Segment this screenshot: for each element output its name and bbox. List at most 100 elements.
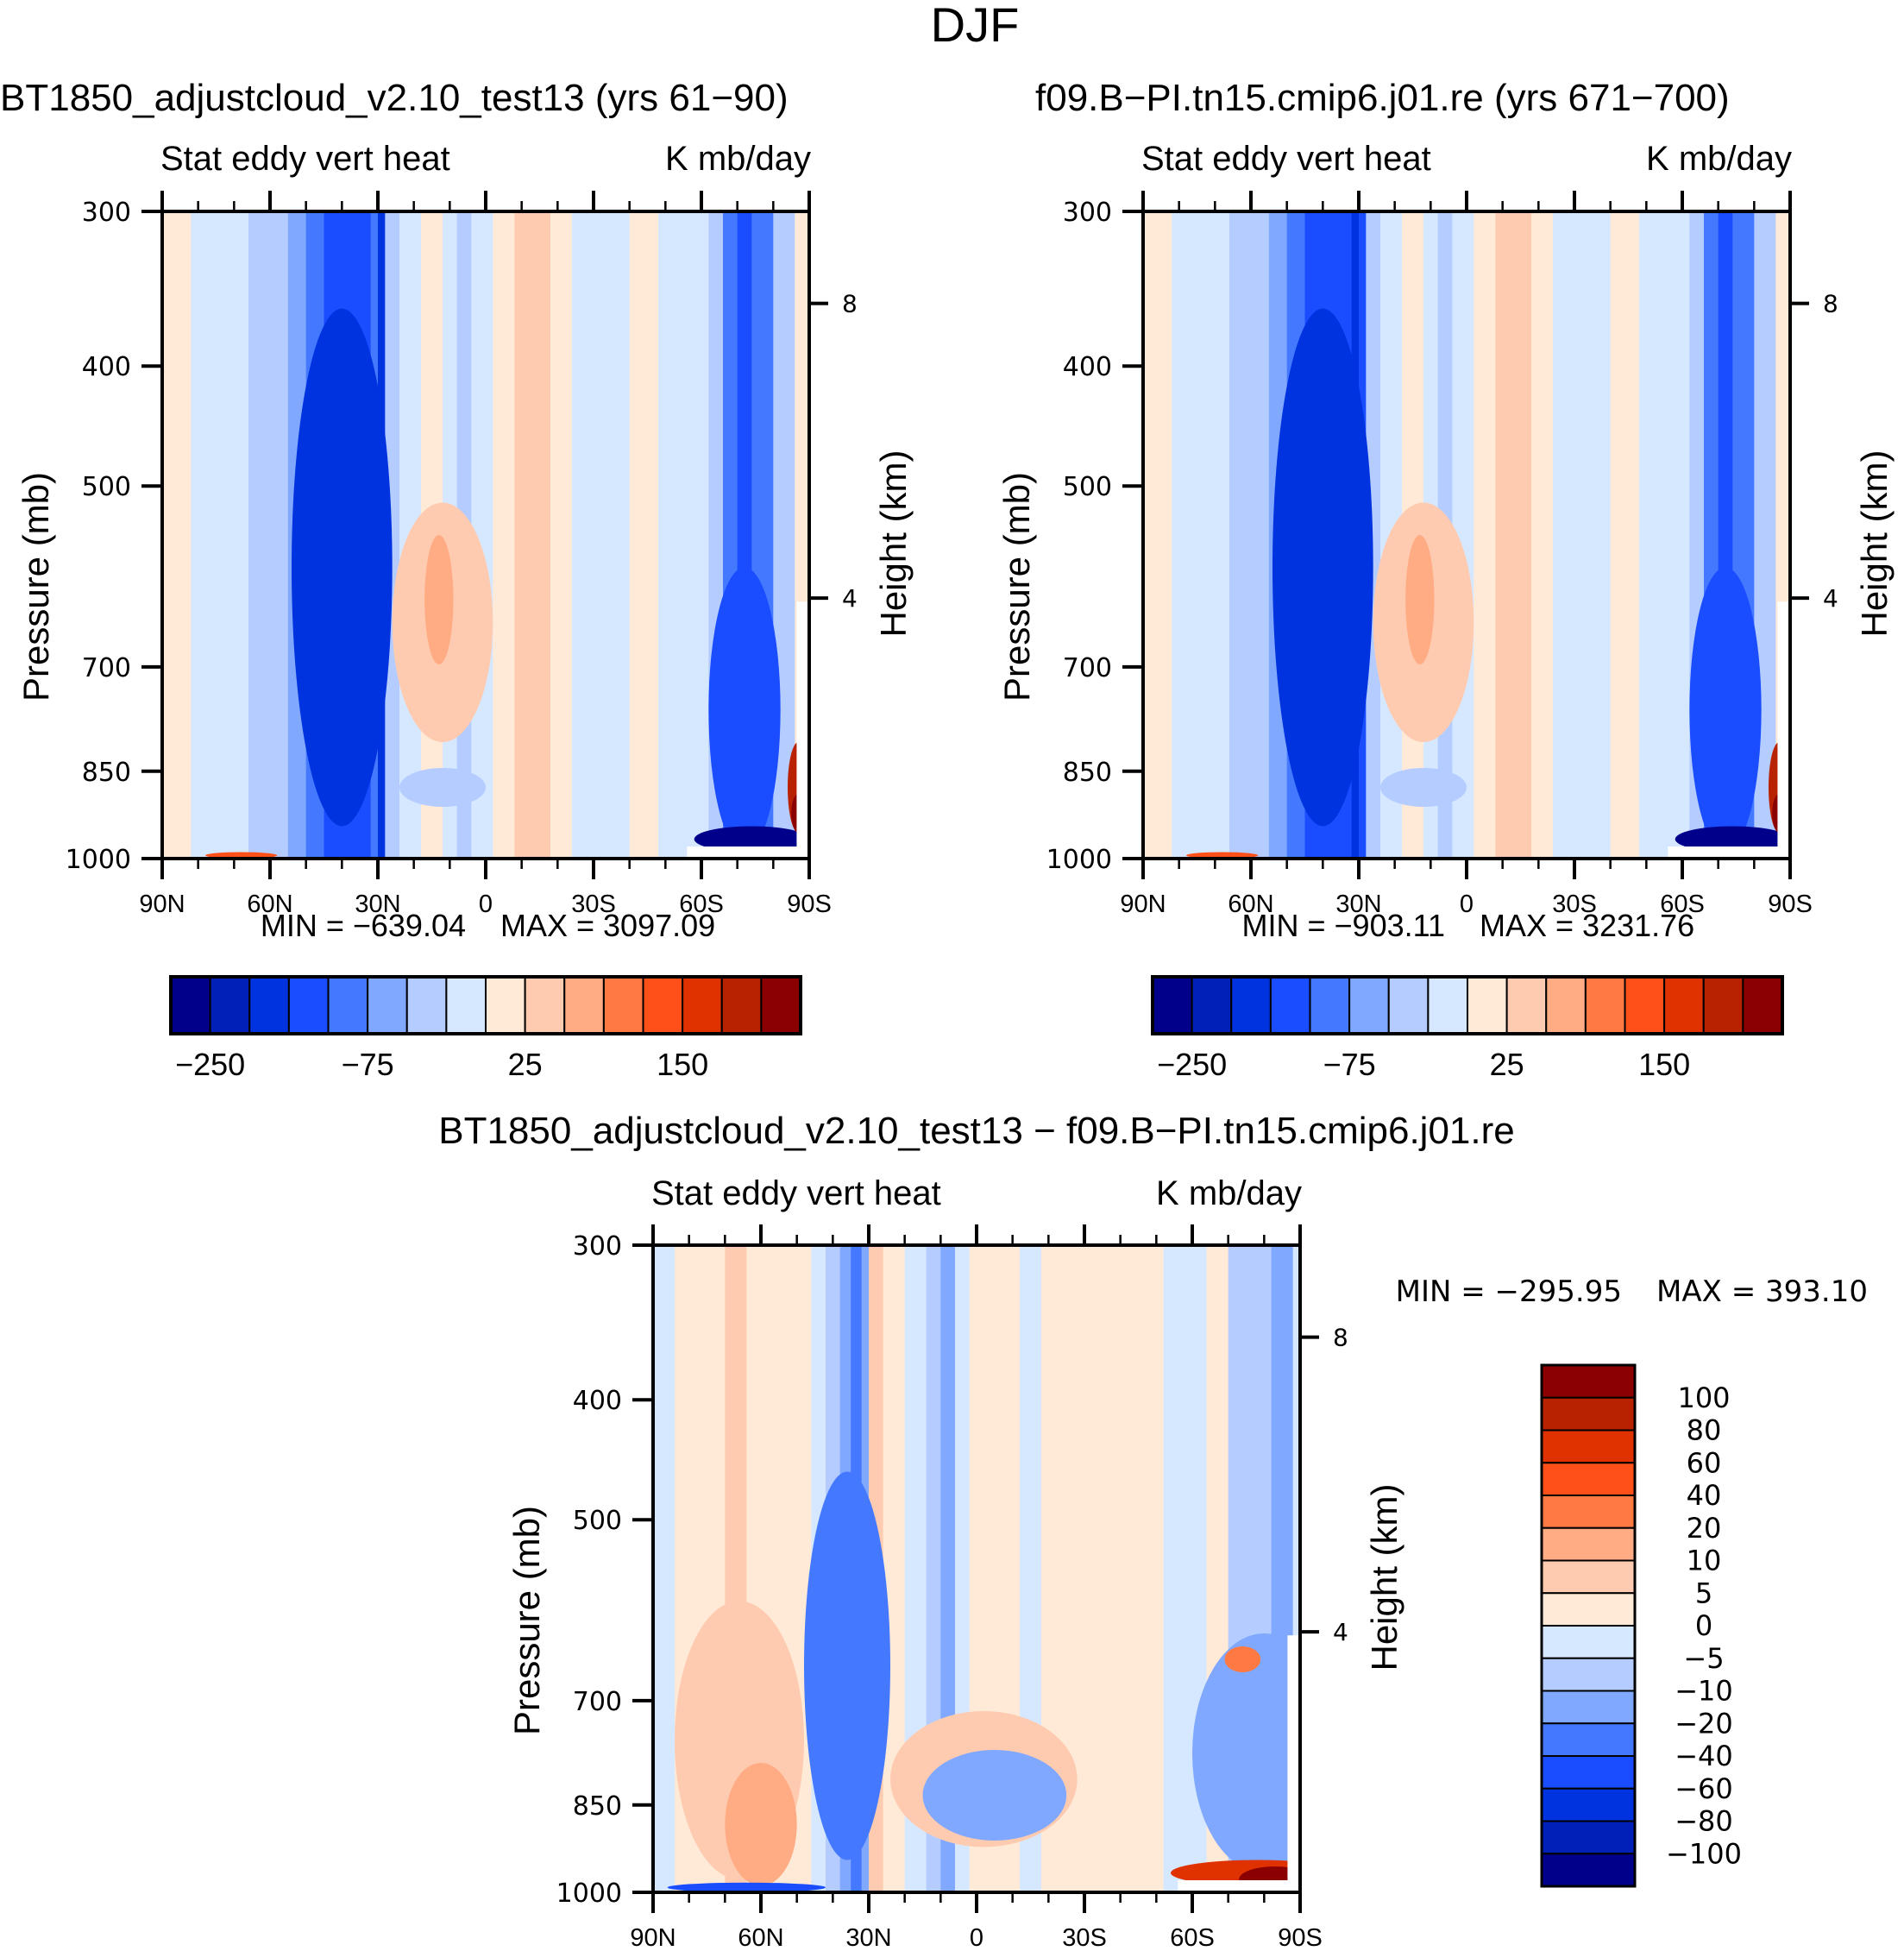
colorbar-swatch	[720, 976, 763, 1035]
contour-band	[1668, 211, 1690, 859]
colorbar-label: 150	[1638, 1047, 1690, 1082]
colorbar-label: −80	[1675, 1805, 1733, 1838]
y-tick-label: 500	[1063, 472, 1112, 502]
colorbar-swatch	[1541, 1787, 1636, 1822]
colorbar-swatch	[367, 976, 408, 1035]
colorbar-swatch	[642, 976, 684, 1035]
x-tick-label: 30N	[1335, 891, 1381, 918]
contour-band	[629, 211, 659, 859]
contour-feature	[694, 826, 809, 853]
x-tick-label: 90S	[1768, 891, 1813, 918]
min-value: MIN = −903.11	[1242, 908, 1445, 943]
contour-feature	[424, 535, 454, 664]
y-right-axis-label: Height (km)	[1854, 450, 1895, 637]
y-right-tick-label: 4	[1823, 584, 1838, 613]
subtitle-right: K mb/day	[1156, 1174, 1302, 1212]
y-tick-label: 400	[82, 352, 131, 382]
colorbar-swatch	[1545, 976, 1587, 1035]
max-value: MAX = 393.10	[1656, 1274, 1868, 1309]
contour-band	[1143, 211, 1172, 859]
colorbar-swatch	[1541, 1820, 1636, 1855]
x-tick-label: 0	[479, 891, 493, 918]
colorbar-swatch	[445, 976, 487, 1035]
colorbar-swatch	[1541, 1526, 1636, 1562]
colorbar-label: 40	[1687, 1479, 1722, 1512]
panel-control: 90N 60N 30N 0 30S 60S 90S 300 400 500 700 850 1000 8 4…	[996, 77, 1895, 1082]
panel-model: 90N 60N 30N 0 30S 60S 90S 300 400 500 700 850 1000 8 4…	[0, 77, 914, 1082]
x-tick-label: 90N	[1120, 891, 1166, 918]
x-tick-label: 0	[970, 1924, 983, 1951]
colorbar-label: 25	[508, 1047, 543, 1082]
contour-band	[600, 211, 631, 859]
max-value: MAX = 3231.76	[1480, 908, 1694, 943]
contour-feature	[1272, 308, 1373, 827]
subtitle-left: Stat eddy vert heat	[651, 1174, 941, 1212]
contour-band	[1553, 211, 1582, 859]
colorbar-swatch	[1742, 976, 1783, 1035]
contour-feature	[399, 768, 486, 807]
y-right-axis-label: Height (km)	[1364, 1483, 1404, 1671]
contour-feature	[292, 308, 393, 827]
missing-data	[1668, 846, 1790, 859]
missing-data	[1287, 1635, 1300, 1892]
subtitle-left: Stat eddy vert heat	[160, 140, 450, 178]
colorbar-label: 0	[1695, 1609, 1712, 1642]
x-tick-label: 30N	[845, 1924, 891, 1951]
colorbar-label: −5	[1683, 1642, 1724, 1675]
contour-band	[191, 211, 228, 859]
colorbar-swatch	[248, 976, 290, 1035]
colorbar-swatch	[1541, 1722, 1636, 1757]
contour-feature	[1192, 1633, 1300, 1873]
colorbar-label: 150	[657, 1047, 708, 1082]
x-tick-label: 60N	[738, 1924, 783, 1951]
contour-band	[1163, 1245, 1186, 1892]
colorbar-swatch	[1541, 1657, 1636, 1692]
contour-band	[1208, 211, 1230, 859]
max-value: MAX = 3097.09	[500, 908, 715, 943]
y-right-tick-label: 4	[1333, 1618, 1348, 1646]
colorbar-swatch	[1191, 976, 1233, 1035]
x-tick-label: 0	[1460, 891, 1474, 918]
y-tick-label: 500	[573, 1506, 622, 1536]
subtitle-right: K mb/day	[1646, 140, 1792, 178]
colorbar-label: −20	[1675, 1707, 1733, 1740]
colorbar-label: −250	[1157, 1047, 1227, 1082]
contour-field	[653, 1245, 1300, 1892]
y-tick-label: 300	[1063, 198, 1112, 228]
min-value: MIN = −639.04	[261, 908, 466, 943]
colorbar-swatch	[1663, 976, 1705, 1035]
contour-band	[162, 211, 192, 859]
y-tick-label: 700	[573, 1687, 622, 1717]
x-tick-label: 30S	[1062, 1924, 1107, 1951]
contour-band	[687, 211, 709, 859]
colorbar-label: −75	[1323, 1047, 1376, 1082]
contour-feature	[1405, 535, 1435, 664]
colorbar: −250 −75 25 150	[1151, 975, 1784, 1082]
colorbar-label: −60	[1675, 1772, 1733, 1805]
contour-band	[572, 211, 601, 859]
colorbar-swatch	[1541, 1495, 1636, 1529]
contour-feature	[922, 1750, 1067, 1841]
colorbar-swatch	[1624, 976, 1666, 1035]
colorbar-swatch	[1467, 976, 1508, 1035]
contour-band	[1172, 211, 1209, 859]
x-tick-label: 60S	[679, 891, 724, 918]
colorbar-label: 20	[1687, 1512, 1722, 1545]
y-axis-label: Pressure (mb)	[16, 472, 56, 702]
contour-band	[493, 211, 515, 859]
y-tick-label: 1000	[66, 845, 131, 875]
y-right-tick-label: 8	[1823, 290, 1838, 318]
contour-band	[1581, 211, 1612, 859]
subtitle-right: K mb/day	[665, 140, 811, 178]
contour-band	[1229, 211, 1252, 859]
contour-band	[1251, 211, 1270, 859]
colorbar-label: 5	[1695, 1577, 1712, 1609]
missing-data	[1777, 601, 1790, 859]
y-tick-label: 700	[82, 653, 131, 683]
colorbar-swatch	[1541, 1559, 1636, 1595]
contour-feature	[1675, 826, 1790, 853]
colorbar-swatch	[1309, 976, 1351, 1035]
colorbar-swatch	[1541, 1853, 1636, 1887]
y-axis-label: Pressure (mb)	[996, 472, 1037, 702]
